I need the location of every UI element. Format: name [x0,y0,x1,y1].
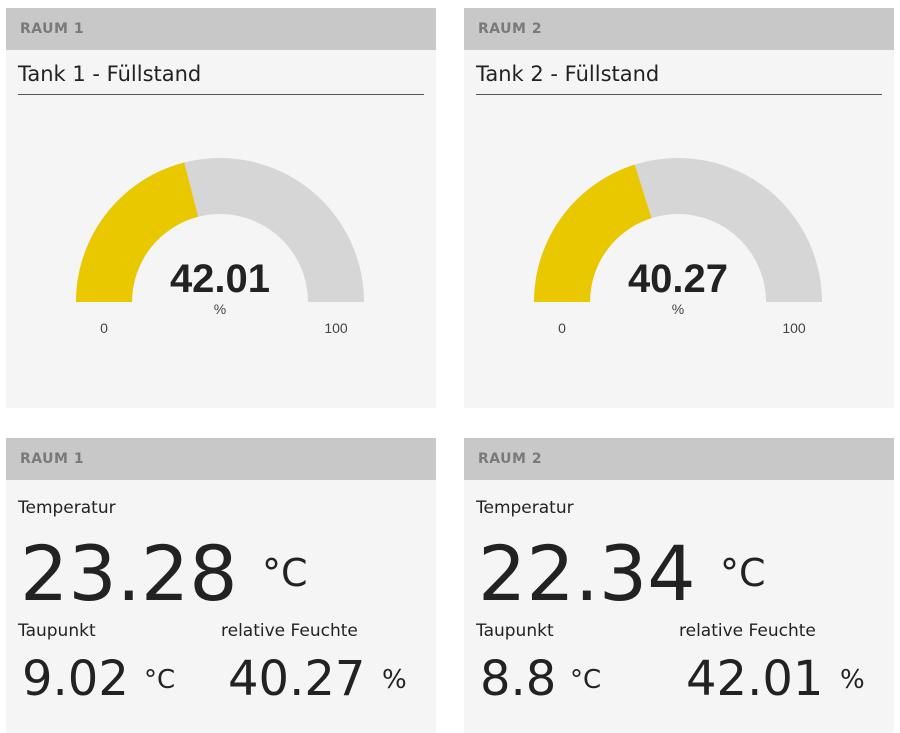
gauge-card-raum-2: RAUM 2 Tank 2 - Füllstand 40.27 % 0 100 [464,8,894,408]
dew-point-label: Taupunkt [476,621,554,641]
gauge-fill [534,164,652,302]
humidity-value: 40.27 [228,651,366,707]
card-header: RAUM 2 [464,8,894,50]
temperature-label: Temperatur [18,498,116,518]
gauge-value: 42.01 [170,257,270,301]
card-header: RAUM 2 [464,438,894,480]
gauge-value: 40.27 [628,257,728,301]
humidity-value: 42.01 [686,651,824,707]
dew-point-value: 9.02 [22,651,129,707]
gauge-max-label: 100 [782,320,806,336]
gauge-title: Tank 1 - Füllstand [18,62,424,95]
gauge: 42.01 % 0 100 [76,158,364,336]
temperature-unit: °C [262,551,308,595]
gauge-card-raum-1: RAUM 1 Tank 1 - Füllstand 42.01 % 0 100 [6,8,436,408]
temperature-unit: °C [720,551,766,595]
humidity-label: relative Feuchte [679,621,816,641]
temperature-value: 23.28 [20,529,238,618]
gauge-max-label: 100 [324,320,348,336]
temperature-label: Temperatur [476,498,574,518]
gauge-fill [76,162,199,302]
gauge-min-label: 0 [558,320,566,336]
climate-card-raum-1: RAUM 1 Temperatur 23.28 °C Taupunkt 9.02… [6,438,436,733]
dew-point-unit: °C [570,665,602,695]
gauge-min-label: 0 [100,320,108,336]
card-header: RAUM 1 [6,438,436,480]
gauge: 40.27 % 0 100 [534,158,822,336]
temperature-value: 22.34 [478,529,696,618]
dew-point-value: 8.8 [480,651,557,707]
gauge-unit: % [214,301,226,317]
gauge-title: Tank 2 - Füllstand [476,62,882,95]
humidity-unit: % [840,665,865,695]
dew-point-label: Taupunkt [18,621,96,641]
humidity-label: relative Feuchte [221,621,358,641]
climate-card-raum-2: RAUM 2 Temperatur 22.34 °C Taupunkt 8.8 … [464,438,894,733]
gauge-unit: % [672,301,684,317]
card-header: RAUM 1 [6,8,436,50]
humidity-unit: % [382,665,407,695]
dew-point-unit: °C [144,665,176,695]
